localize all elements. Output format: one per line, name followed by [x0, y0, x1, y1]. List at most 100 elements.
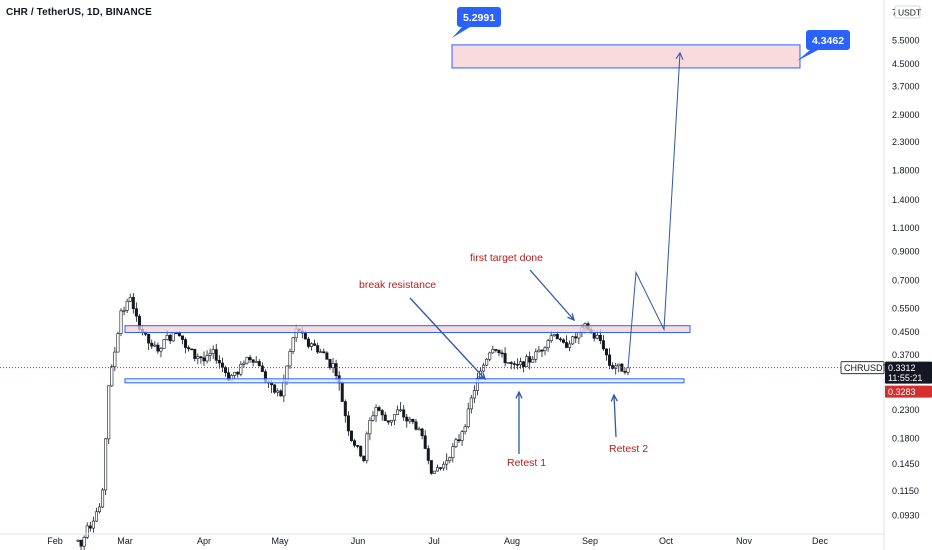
candle-up: [463, 426, 467, 433]
candle-up: [595, 334, 599, 339]
y-tick-label: 0.1150: [892, 486, 919, 496]
target-zone: [451, 44, 801, 69]
candle-up: [460, 431, 464, 441]
candle-down: [402, 409, 406, 418]
candle-up: [396, 409, 400, 415]
candle-down: [313, 343, 317, 346]
candle-up: [196, 356, 200, 359]
candle-up: [435, 467, 439, 472]
price-axis[interactable]: 7.00005.50004.50003.70002.90002.30001.80…: [883, 0, 921, 550]
candle-down: [494, 349, 498, 351]
candle-up: [98, 506, 102, 513]
candle-up: [568, 343, 572, 348]
currency-badge: [894, 5, 921, 19]
symbol-tag-text: CHRUSDT: [844, 363, 889, 373]
candle-up: [442, 463, 446, 469]
price-tag-box: [885, 361, 932, 384]
candle-down: [411, 418, 415, 423]
candle-up: [488, 352, 492, 360]
candle-up: [531, 358, 535, 363]
first-target-arrow: [529, 269, 575, 321]
candle-down: [156, 344, 160, 352]
y-tick-label: 0.7000: [892, 276, 920, 286]
candle-up: [159, 348, 163, 352]
candle-up: [546, 340, 550, 349]
candle-down: [184, 339, 188, 348]
candle-up: [282, 380, 286, 397]
y-tick-label: 5.5000: [892, 36, 920, 46]
candle-up: [254, 361, 258, 363]
candle-up: [211, 349, 215, 354]
candle-up: [432, 470, 436, 474]
support-zone: [124, 378, 685, 384]
candle-up: [518, 361, 522, 365]
candle-up: [94, 511, 98, 522]
candle-down: [193, 348, 197, 359]
candle-up: [85, 525, 89, 538]
candle-down: [429, 460, 433, 474]
break-resistance-arrow-head: [478, 372, 487, 381]
candle-up: [614, 365, 618, 369]
time-axis[interactable]: Feb Mar Apr May Jun Jul Aug Sep Oct Nov Dec: [0, 533, 884, 546]
candle-up: [525, 356, 529, 367]
x-tick-label: Nov: [736, 536, 753, 546]
candle-down: [598, 334, 602, 341]
candle-down: [608, 354, 612, 366]
candle-down: [359, 445, 363, 457]
candle-down: [405, 416, 409, 422]
candle-down: [346, 415, 350, 432]
target-bottom-callout-tail: [797, 50, 818, 61]
candle-up: [162, 339, 166, 349]
candle-down: [223, 367, 227, 373]
candle-up: [171, 332, 175, 342]
candle-down: [270, 382, 274, 386]
candle-down: [190, 348, 194, 351]
x-tick-label: Dec: [812, 536, 829, 546]
candle-down: [279, 390, 283, 397]
candle-up: [125, 301, 129, 311]
secondary-price-box: [885, 385, 932, 398]
candle-up: [549, 335, 553, 341]
retest-2-label: Retest 2: [609, 443, 648, 455]
candle-up: [571, 336, 575, 345]
candle-down: [187, 347, 191, 350]
candle-up: [445, 460, 449, 465]
candle-down: [180, 335, 184, 340]
candle-down: [522, 361, 526, 367]
candle-up: [552, 334, 556, 337]
candle-up: [91, 520, 95, 529]
x-tick-label: Aug: [504, 536, 520, 546]
candle-down: [601, 340, 605, 350]
y-tick-label: 0.1450: [892, 459, 920, 469]
y-tick-label: 4.5000: [892, 59, 920, 69]
x-tick-label: May: [271, 536, 289, 546]
y-tick-label: 0.5500: [892, 304, 920, 314]
candle-down: [322, 351, 326, 354]
retest-1-arrow-head: [515, 390, 523, 399]
zones-layer: [124, 44, 801, 384]
candle-down: [257, 361, 261, 367]
break-resistance-arrow: [409, 297, 486, 380]
candle-down: [457, 439, 461, 442]
candle-down: [325, 352, 329, 360]
candle-down: [377, 407, 381, 411]
symbol-header: CHR / TetherUS, 1D, BINANCE: [6, 7, 152, 18]
candle-up: [626, 367, 630, 373]
first-target-done-label: first target done: [470, 252, 543, 264]
candle-up: [82, 537, 86, 547]
candle-up: [205, 355, 209, 362]
candle-down: [134, 308, 138, 317]
candle-down: [260, 365, 264, 372]
candle-up: [399, 409, 403, 412]
candle-up: [454, 439, 458, 447]
candle-up: [288, 351, 292, 367]
candle-down: [558, 338, 562, 341]
candle-down: [150, 342, 154, 347]
secondary-price-text: 0.3283: [888, 387, 916, 397]
retest-2-arrow-head: [610, 393, 618, 402]
candle-down: [512, 363, 516, 365]
target-bottom-callout-text: 4.3462: [812, 35, 844, 47]
candle-up: [291, 337, 295, 352]
